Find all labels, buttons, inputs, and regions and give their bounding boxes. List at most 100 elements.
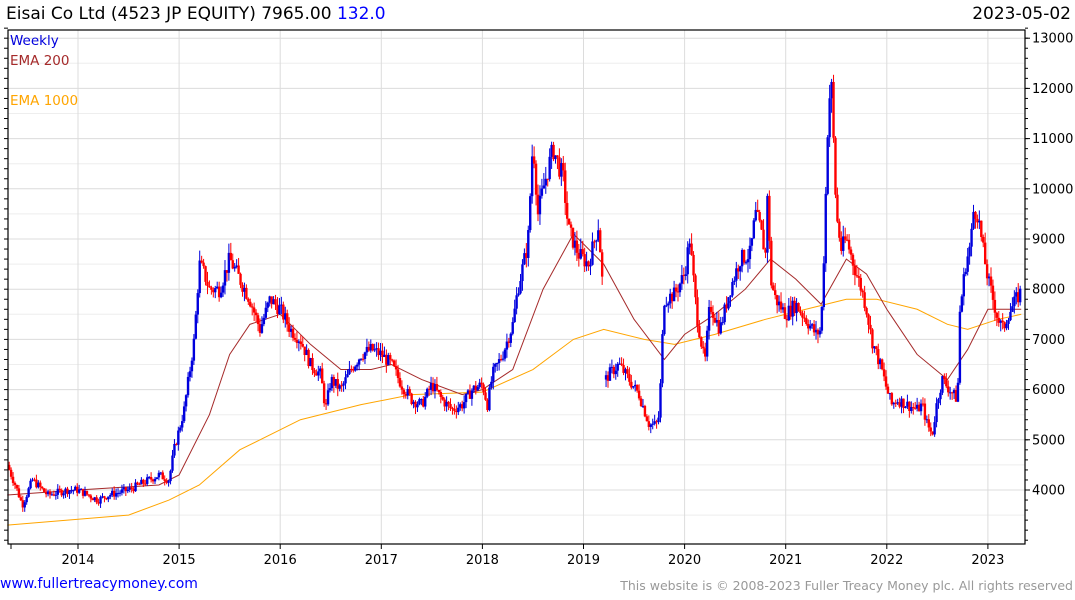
candle-body: [503, 349, 507, 359]
candle-body: [587, 261, 590, 267]
candle-body: [676, 291, 680, 293]
candle-body: [235, 265, 238, 267]
candle-body: [111, 490, 114, 496]
grid: [8, 30, 1025, 544]
security-name: Eisai Co Ltd (4523 JP EQUITY): [6, 4, 256, 24]
candle-body: [217, 286, 221, 298]
candle-body: [114, 493, 118, 497]
candle-body: [87, 494, 91, 496]
candle-body: [464, 393, 468, 403]
candle-body: [225, 270, 229, 273]
candle-body: [737, 268, 740, 272]
candle-body: [643, 405, 647, 417]
candle-body: [293, 337, 297, 340]
candle-body: [810, 324, 814, 326]
candle-body: [614, 370, 617, 375]
website-link[interactable]: www.fullertreacymoney.com: [0, 576, 198, 592]
candle-body: [468, 390, 472, 399]
candle-body: [406, 389, 409, 396]
candle-body: [262, 317, 266, 325]
candle-body: [972, 211, 975, 229]
candle-body: [210, 287, 213, 290]
candle-body: [1003, 322, 1006, 329]
candle-body: [441, 396, 444, 400]
candle-body: [74, 486, 77, 491]
candle-body: [849, 249, 853, 255]
candle-body: [89, 495, 93, 499]
candle-body: [1017, 292, 1020, 303]
y-tick-label: 5000: [1032, 433, 1065, 448]
candle-body: [902, 398, 905, 408]
candle-body: [359, 358, 363, 360]
candle-body: [494, 363, 497, 367]
candle-body: [256, 315, 260, 325]
candle-body: [552, 144, 555, 160]
candle-body: [120, 489, 124, 493]
candle-body: [274, 299, 277, 305]
candle-body: [517, 293, 520, 296]
candle-body: [661, 334, 664, 384]
x-tick-label: 2016: [264, 553, 297, 568]
candle-body: [764, 249, 767, 253]
candle-body: [719, 322, 722, 334]
candle-body: [85, 490, 89, 495]
candle-body: [808, 325, 812, 329]
candle-body: [684, 274, 687, 277]
candle-body: [42, 488, 46, 492]
candle-body: [976, 218, 979, 223]
candle-body: [744, 262, 748, 264]
candle-body: [657, 417, 660, 423]
candle-body: [52, 494, 56, 496]
candle-body: [750, 238, 754, 246]
candle-body: [297, 341, 301, 343]
candle-body: [694, 275, 697, 298]
candle-body: [167, 481, 170, 483]
candle-body: [816, 329, 820, 335]
candle-body: [33, 479, 36, 481]
candle-body: [455, 410, 458, 413]
candle-body: [647, 421, 651, 427]
candle-body: [600, 252, 604, 277]
candle-body: [995, 312, 999, 318]
candle-body: [142, 479, 145, 484]
candle-body: [585, 261, 588, 267]
candle-body: [175, 443, 178, 445]
candle-body: [597, 230, 600, 241]
candle-body: [645, 416, 649, 422]
x-tick-label: 2018: [466, 553, 499, 568]
candle-body: [400, 386, 404, 390]
candle-body: [562, 163, 565, 171]
candle-body: [692, 254, 695, 276]
x-tick-label: 2015: [163, 553, 196, 568]
candle-body: [208, 285, 211, 288]
candle-body: [29, 480, 32, 489]
candle-body: [344, 377, 347, 384]
candle-body: [863, 292, 866, 308]
candle-body: [733, 280, 736, 282]
candle-body: [787, 305, 791, 321]
candle-body: [941, 376, 944, 393]
candle-body: [181, 421, 184, 428]
candle-body: [354, 366, 357, 371]
candle-body: [779, 301, 783, 310]
candle-body: [315, 373, 318, 376]
candle-body: [375, 348, 378, 350]
candle-body: [851, 254, 855, 266]
candle-body: [326, 390, 330, 405]
candle-body: [655, 421, 658, 423]
candle-body: [847, 239, 851, 250]
candle-body: [665, 305, 668, 307]
candle-body: [690, 243, 693, 255]
candle-body: [328, 388, 332, 391]
candle-body: [301, 344, 304, 347]
candle-body: [200, 260, 203, 263]
candle-body: [72, 490, 75, 492]
candle-body: [635, 384, 639, 391]
candle-body: [904, 406, 907, 408]
candle-body: [363, 352, 367, 359]
candle-body: [886, 386, 890, 394]
candle-body: [1013, 296, 1016, 307]
x-tick-label: 2017: [365, 553, 398, 568]
candle-body: [486, 399, 489, 411]
